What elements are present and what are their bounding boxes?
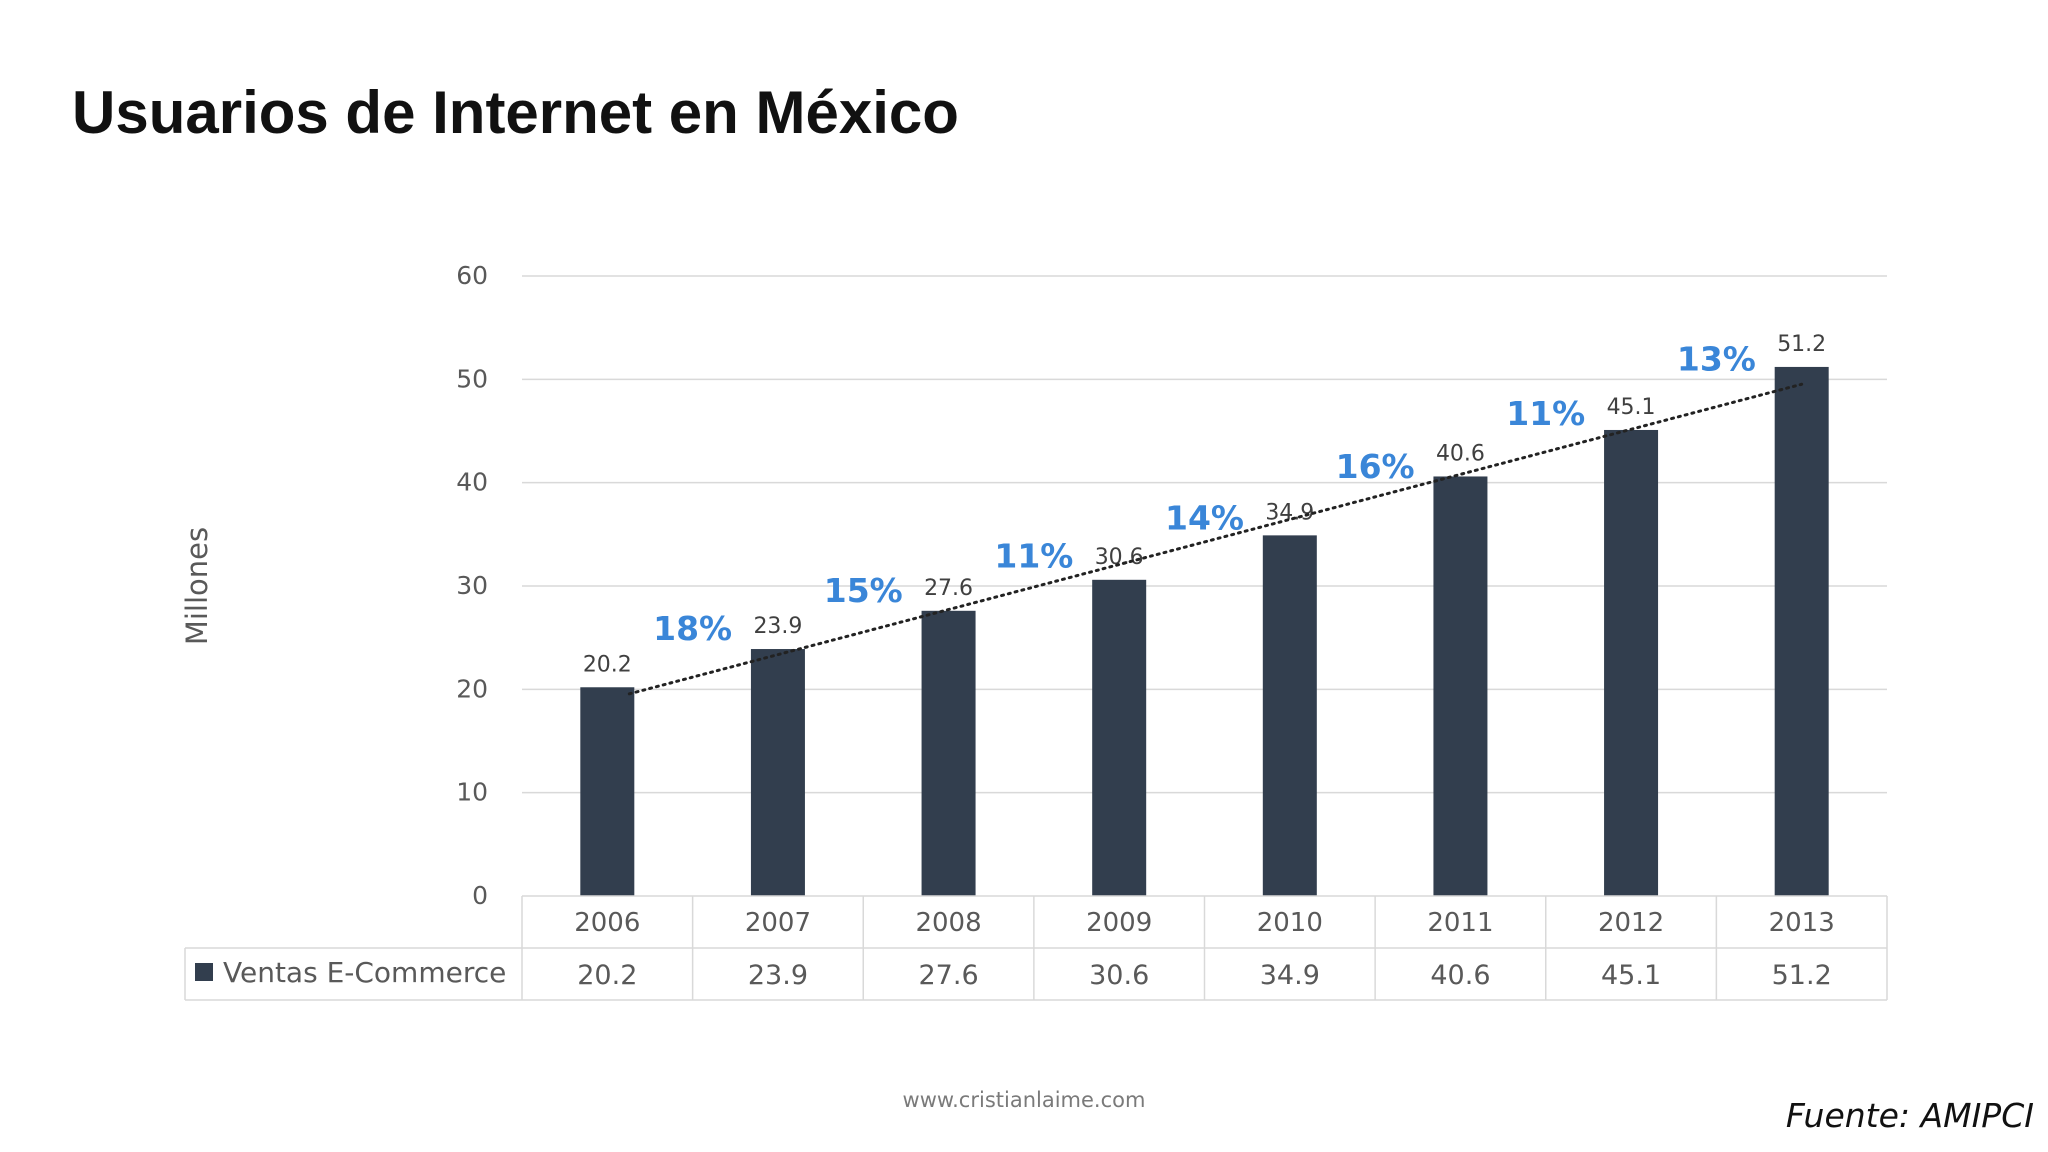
legend-swatch (195, 963, 213, 981)
data-label: 40.6 (1436, 441, 1485, 466)
table-value: 34.9 (1260, 960, 1320, 991)
table-value: 20.2 (577, 960, 637, 991)
trendline (627, 382, 1804, 696)
x-tick-label: 2010 (1257, 908, 1323, 938)
growth-annotation: 14% (1165, 499, 1244, 538)
table-value: 45.1 (1601, 960, 1661, 991)
bar-2008 (921, 610, 976, 896)
bar-2013 (1774, 366, 1829, 896)
bar-2007 (750, 649, 805, 896)
x-tick-label: 2009 (1086, 908, 1152, 938)
bar-2011 (1433, 476, 1488, 896)
legend-label: Ventas E-Commerce (223, 956, 506, 989)
table-value: 23.9 (748, 960, 808, 991)
bar-2009 (1092, 579, 1147, 896)
growth-annotation: 16% (1336, 447, 1415, 486)
data-label: 51.2 (1777, 332, 1826, 357)
bar-2006 (580, 687, 635, 896)
y-axis-label: Millones (180, 527, 214, 645)
data-label: 23.9 (753, 614, 802, 639)
y-tick-label: 50 (456, 364, 488, 393)
data-label: 45.1 (1607, 395, 1656, 420)
x-tick-label: 2012 (1598, 908, 1664, 938)
y-tick-label: 20 (456, 674, 488, 703)
table-value: 40.6 (1430, 960, 1490, 991)
y-tick-label: 30 (456, 571, 488, 600)
y-tick-label: 10 (456, 778, 488, 807)
x-tick-label: 2006 (574, 908, 640, 938)
x-tick-label: 2013 (1769, 908, 1835, 938)
table-value: 27.6 (919, 960, 979, 991)
table-value: 30.6 (1089, 960, 1149, 991)
growth-annotation: 15% (824, 571, 903, 610)
data-label: 20.2 (583, 652, 632, 677)
x-tick-label: 2007 (745, 908, 811, 938)
x-tick-label: 2011 (1427, 908, 1493, 938)
growth-annotation: 13% (1677, 339, 1756, 378)
page-title: Usuarios de Internet en México (72, 79, 959, 146)
data-label: 27.6 (924, 576, 973, 601)
data-label: 30.6 (1095, 545, 1144, 570)
bar-2010 (1262, 535, 1317, 896)
growth-annotation: 18% (653, 609, 732, 648)
growth-annotation: 11% (994, 536, 1073, 575)
y-tick-label: 60 (456, 261, 488, 290)
data-label: 34.9 (1265, 500, 1314, 525)
footer-url: www.cristianlaime.com (902, 1088, 1146, 1112)
x-tick-label: 2008 (915, 908, 981, 938)
bar-2012 (1604, 429, 1659, 896)
growth-annotation: 11% (1506, 394, 1585, 433)
y-tick-label: 40 (456, 468, 488, 497)
y-tick-label: 0 (472, 881, 488, 910)
table-value: 51.2 (1772, 960, 1832, 991)
source-note: Fuente: AMIPCI (1785, 1096, 2034, 1135)
